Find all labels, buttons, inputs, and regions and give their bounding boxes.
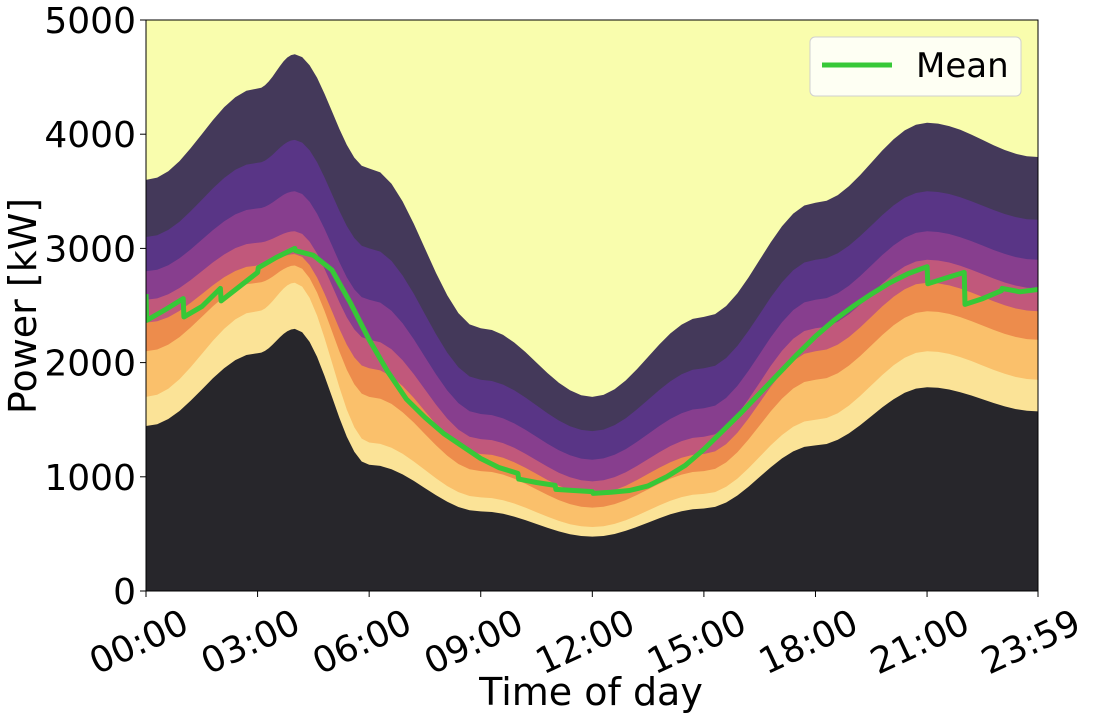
y-tick-label: 0 — [113, 572, 136, 613]
legend: Mean — [809, 36, 1022, 97]
y-axis: 0 1000 2000 3000 4000 5000 — [44, 1, 146, 613]
x-tick-label: 18:00 — [753, 602, 864, 683]
x-tick-label: 00:00 — [83, 602, 194, 683]
x-axis-label: Time of day — [478, 670, 703, 714]
x-tick-label: 23:59 — [975, 602, 1086, 683]
x-tick-label: 06:00 — [307, 602, 418, 683]
y-axis-label: Power [kW] — [1, 198, 45, 414]
density-core — [146, 328, 1038, 591]
legend-label-mean: Mean — [916, 46, 1009, 86]
legend-box — [809, 36, 1022, 97]
y-tick-label: 1000 — [44, 458, 136, 499]
mean-line — [146, 245, 1038, 496]
plot-area — [146, 20, 1038, 591]
x-tick-label: 21:00 — [865, 602, 976, 683]
x-tick-label: 03:00 — [195, 602, 306, 683]
y-tick-label: 2000 — [44, 344, 136, 385]
y-tick-label: 5000 — [44, 1, 136, 42]
y-tick-label: 3000 — [44, 229, 136, 270]
y-tick-label: 4000 — [44, 115, 136, 156]
